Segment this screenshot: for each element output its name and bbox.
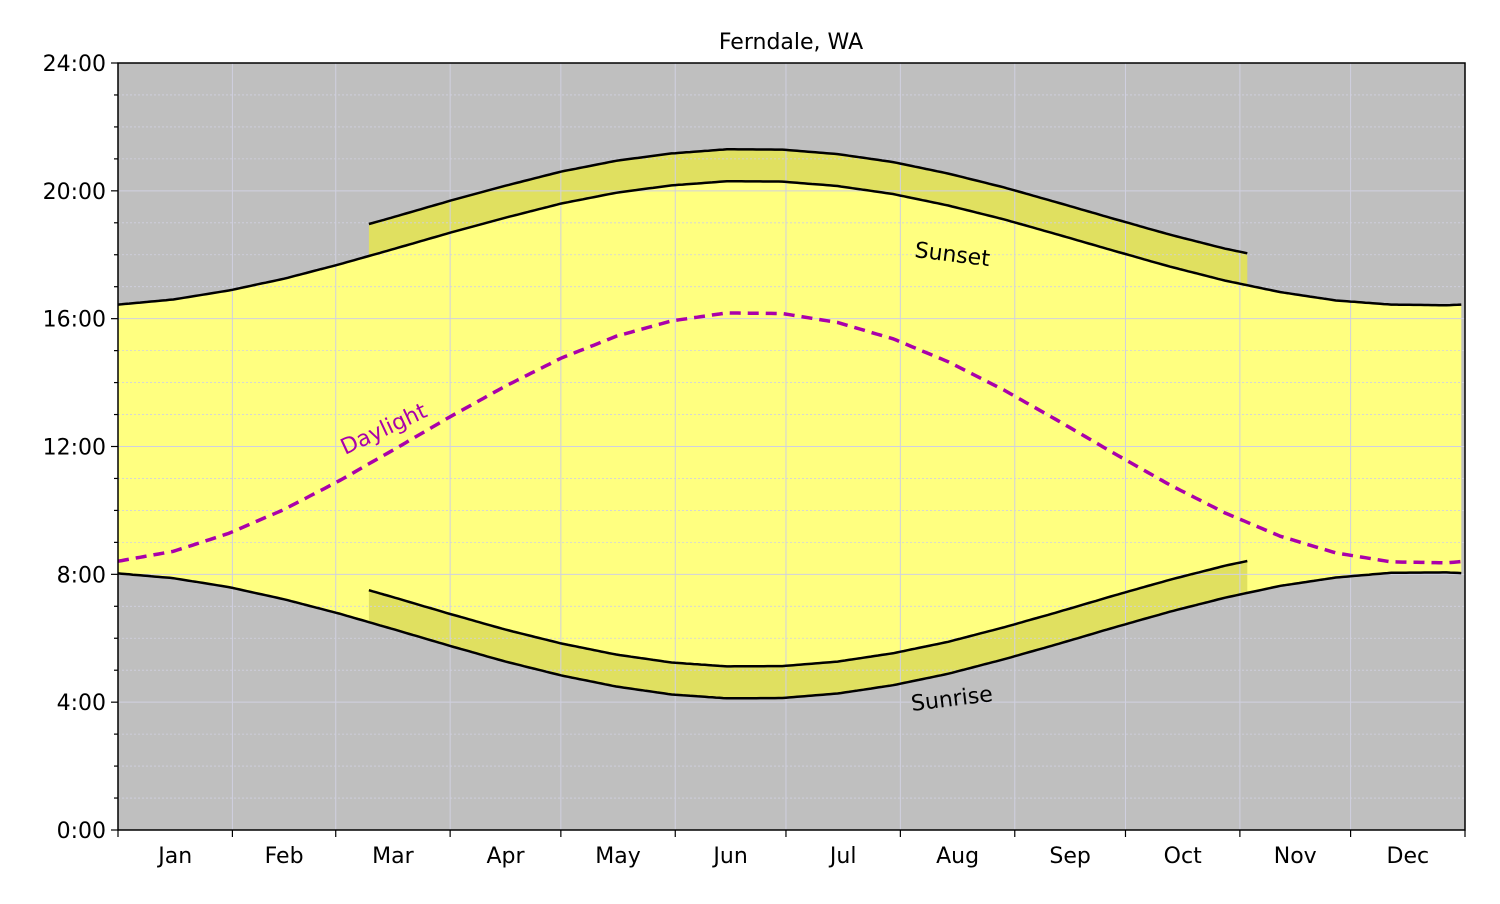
x-tick-label: Oct — [1164, 844, 1202, 869]
x-tick-label: May — [595, 844, 640, 869]
x-tick-label: Sep — [1049, 844, 1090, 869]
x-tick-label: Apr — [486, 844, 525, 869]
y-tick-label: 8:00 — [57, 563, 106, 588]
y-tick-label: 4:00 — [57, 691, 106, 716]
x-tick-label: Aug — [936, 844, 979, 869]
x-tick-label: Jul — [828, 844, 857, 869]
x-tick-label: Jun — [711, 844, 747, 869]
x-tick-label: Jan — [156, 844, 192, 869]
x-tick-label: Feb — [265, 844, 304, 869]
x-tick-label: Mar — [372, 844, 414, 869]
y-tick-label: 16:00 — [43, 308, 106, 333]
chart-title: Ferndale, WA — [719, 30, 863, 55]
y-tick-label: 24:00 — [43, 52, 106, 77]
y-tick-label: 20:00 — [43, 180, 106, 205]
y-tick-label: 12:00 — [43, 436, 106, 461]
x-tick-label: Nov — [1274, 844, 1317, 869]
y-tick-label: 0:00 — [57, 819, 106, 844]
x-tick-label: Dec — [1387, 844, 1430, 869]
